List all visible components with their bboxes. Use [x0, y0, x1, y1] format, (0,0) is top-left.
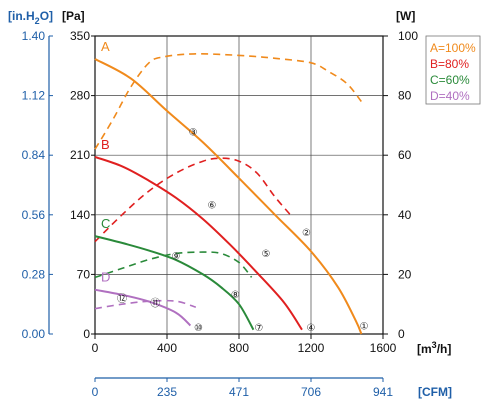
x-tick-cfm: 706 [301, 385, 321, 399]
y-tick-inh2o: 0.56 [22, 208, 46, 222]
x-unit-m3h: [m3/h] [417, 340, 451, 356]
curve-label-c: C [101, 216, 110, 231]
y-tick-w: 0 [398, 327, 405, 341]
x-tick-cfm: 0 [92, 385, 99, 399]
operating-point-label: ⑧ [231, 290, 240, 301]
y-tick-inh2o: 0.28 [22, 267, 46, 281]
y-unit-w: [W] [396, 9, 415, 23]
legend-entry-d: D=40% [430, 89, 470, 103]
power-curve-a [94, 53, 363, 150]
curve-label-b: B [101, 137, 110, 152]
legend-entry-c: C=60% [430, 73, 470, 87]
curve-label-d: D [101, 270, 110, 285]
x-tick-cfm: 941 [373, 385, 393, 399]
operating-point-label: ⑤ [262, 249, 271, 260]
operating-point-label: ① [360, 321, 369, 332]
y-unit-pa: [Pa] [62, 9, 85, 23]
y-unit-inh2o: [in.H2O] [8, 9, 53, 26]
grid-lines [95, 36, 383, 334]
x-tick-m3h: 1600 [370, 341, 397, 355]
operating-point-label: ⑩ [194, 323, 203, 334]
legend-entry-a: A=100% [430, 41, 476, 55]
operating-point-label: ⑨ [172, 252, 181, 263]
power-curve-b [94, 157, 294, 243]
y-tick-w: 60 [398, 148, 412, 162]
x-tick-m3h: 800 [229, 341, 249, 355]
y-tick-pa: 210 [70, 148, 90, 162]
y-tick-pa: 350 [70, 29, 90, 43]
x-tick-m3h: 1200 [298, 341, 325, 355]
y-tick-pa: 280 [70, 89, 90, 103]
power-curve-d [94, 299, 197, 310]
operating-point-label: ⑪ [150, 297, 160, 309]
tick-labels: 0 70 140 210 280 350 0.00 0.28 0.56 0.84 1.12 1.40 0… [22, 29, 419, 399]
legend-box [425, 35, 481, 105]
y-tick-w: 80 [398, 89, 412, 103]
pressure-curve-b [94, 155, 303, 331]
curves: A B C D [94, 39, 363, 335]
operating-point-label: ③ [189, 127, 198, 138]
y-tick-w: 100 [398, 29, 418, 43]
y-tick-w: 20 [398, 267, 412, 281]
y-tick-pa: 140 [70, 208, 90, 222]
y-tick-inh2o: 1.40 [22, 29, 46, 43]
x-tick-m3h: 400 [157, 341, 177, 355]
curve-label-a: A [101, 39, 110, 54]
y-tick-w: 40 [398, 208, 412, 222]
y-tick-inh2o: 0.84 [22, 148, 46, 162]
power-curve-c [94, 251, 253, 279]
operating-points: ① ② ③ ④ ⑤ ⑥ ⑦ ⑧ ⑨ ⑩ ⑪ ⑫ [117, 127, 369, 334]
x-unit-cfm: [CFM] [418, 385, 452, 399]
x-tick-m3h: 0 [92, 341, 99, 355]
y-tick-inh2o: 0.00 [22, 327, 46, 341]
operating-point-label: ② [302, 228, 311, 239]
x-tick-cfm: 235 [157, 385, 177, 399]
operating-point-label: ⑫ [117, 293, 127, 305]
operating-point-label: ⑥ [208, 201, 217, 212]
pressure-curve-a [94, 58, 363, 335]
pressure-curve-c [94, 235, 255, 331]
x-tick-cfm: 471 [229, 385, 249, 399]
pressure-curve-d [94, 288, 192, 327]
y-tick-inh2o: 1.12 [22, 89, 46, 103]
y-tick-pa: 70 [77, 267, 91, 281]
legend-entry-b: B=80% [430, 57, 469, 71]
operating-point-label: ⑦ [254, 323, 263, 334]
operating-point-label: ④ [307, 323, 316, 334]
y-tick-pa: 0 [83, 327, 90, 341]
legend: A=100% B=80% C=60% D=40% [425, 35, 481, 105]
